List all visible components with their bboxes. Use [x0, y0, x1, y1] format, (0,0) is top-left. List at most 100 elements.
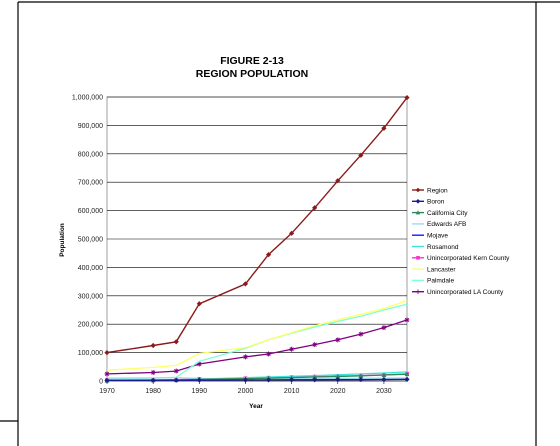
data-point — [242, 354, 248, 360]
data-point — [150, 342, 156, 349]
legend-label: Rosamond — [427, 244, 459, 251]
data-point — [289, 346, 295, 352]
x-tick-label: 1970 — [99, 388, 115, 395]
legend-marker — [415, 187, 421, 193]
legend-item: Region — [412, 187, 448, 194]
data-point — [312, 374, 318, 380]
data-point — [104, 377, 110, 384]
legend-label: California City — [427, 210, 468, 217]
y-tick-label: 800,000 — [78, 151, 103, 158]
data-point — [173, 377, 179, 383]
legend-item: Lancaster — [412, 266, 456, 273]
data-point — [289, 230, 295, 236]
data-point — [335, 337, 341, 343]
x-axis-tick-labels: 1970 1980 1990 2000 2010 2020 2030 — [99, 388, 392, 395]
y-tick-label: 700,000 — [78, 180, 103, 187]
y-tick-label: 100,000 — [78, 350, 103, 357]
x-tick-label: 2000 — [238, 388, 254, 395]
y-tick-label: 400,000 — [78, 265, 103, 272]
data-point — [150, 369, 156, 375]
data-point — [196, 301, 202, 307]
data-point — [381, 376, 387, 383]
x-tick-label: 2020 — [330, 388, 346, 395]
series-lancaster — [106, 299, 408, 371]
y-axis-label: Population — [59, 223, 66, 257]
legend: Region Boron California City Edwards AFB Moj… — [412, 187, 510, 296]
series-line — [106, 378, 408, 382]
y-tick-label: 600,000 — [78, 208, 103, 215]
y-tick-label: 500,000 — [78, 237, 103, 244]
legend-item: Mojave — [412, 233, 448, 240]
data-point — [196, 361, 202, 367]
series-lines — [104, 94, 410, 384]
series-unincorporated-la-county — [104, 317, 410, 377]
data-point — [404, 94, 410, 101]
legend-item: Unincorporated LA County — [412, 289, 504, 296]
legend-marker — [415, 210, 421, 215]
x-tick-label: 1980 — [145, 388, 161, 395]
y-tick-label: 1,000,000 — [72, 95, 103, 102]
legend-item: Edwards AFB — [412, 221, 466, 228]
series-line — [106, 97, 408, 354]
y-tick-label: 300,000 — [78, 293, 103, 300]
legend-marker — [415, 289, 421, 294]
data-point — [265, 252, 272, 258]
legend-label: Edwards AFB — [427, 221, 466, 228]
series-region — [104, 94, 410, 356]
legend-marker — [415, 199, 421, 204]
data-point — [196, 377, 202, 383]
series-line — [106, 377, 408, 380]
data-point — [266, 351, 272, 357]
data-point — [358, 331, 364, 337]
data-point — [289, 377, 295, 383]
data-point — [104, 350, 110, 356]
legend-item: Unincorporated Kern County — [412, 255, 510, 262]
series-line — [106, 299, 408, 371]
data-point — [242, 377, 249, 383]
data-point — [404, 371, 410, 377]
data-point — [404, 317, 410, 323]
data-point — [265, 377, 272, 383]
data-point — [312, 342, 318, 348]
data-point — [335, 377, 341, 383]
legend-item: Palmdale — [412, 278, 454, 285]
x-tick-label: 1990 — [192, 388, 208, 395]
legend-marker — [416, 256, 420, 260]
y-tick-label: 900,000 — [78, 123, 103, 130]
y-tick-label: 0 — [99, 379, 103, 386]
legend-label: Palmdale — [427, 278, 454, 285]
x-tick-label: 2010 — [284, 388, 300, 395]
data-point — [242, 281, 249, 287]
data-point — [381, 125, 387, 131]
legend-item: Boron — [412, 199, 445, 206]
data-point — [335, 178, 341, 184]
x-tick-label: 2030 — [376, 388, 392, 395]
data-point — [358, 152, 364, 158]
chart-subtitle: REGION POPULATION — [196, 68, 308, 80]
series-edwards-afb — [106, 377, 408, 380]
plot-area — [106, 96, 408, 384]
series-boron — [104, 376, 410, 384]
legend-label: Boron — [427, 199, 445, 206]
data-point — [335, 373, 341, 379]
data-point — [312, 377, 318, 383]
data-point — [173, 339, 179, 345]
data-point — [358, 373, 364, 378]
y-tick-label: 200,000 — [78, 322, 103, 329]
data-point — [104, 371, 110, 377]
series-line — [106, 319, 408, 375]
data-point — [358, 376, 364, 383]
data-point — [404, 376, 410, 383]
legend-label: Region — [427, 187, 448, 194]
legend-label: Mojave — [427, 233, 448, 240]
data-point — [312, 205, 318, 211]
data-point — [150, 377, 156, 383]
chart-title: FIGURE 2-13 — [220, 55, 284, 67]
legend-label: Unincorporated Kern County — [427, 255, 510, 262]
data-point — [173, 368, 179, 374]
legend-label: Lancaster — [427, 266, 456, 273]
data-point — [381, 325, 387, 331]
x-axis-label: Year — [249, 403, 263, 410]
